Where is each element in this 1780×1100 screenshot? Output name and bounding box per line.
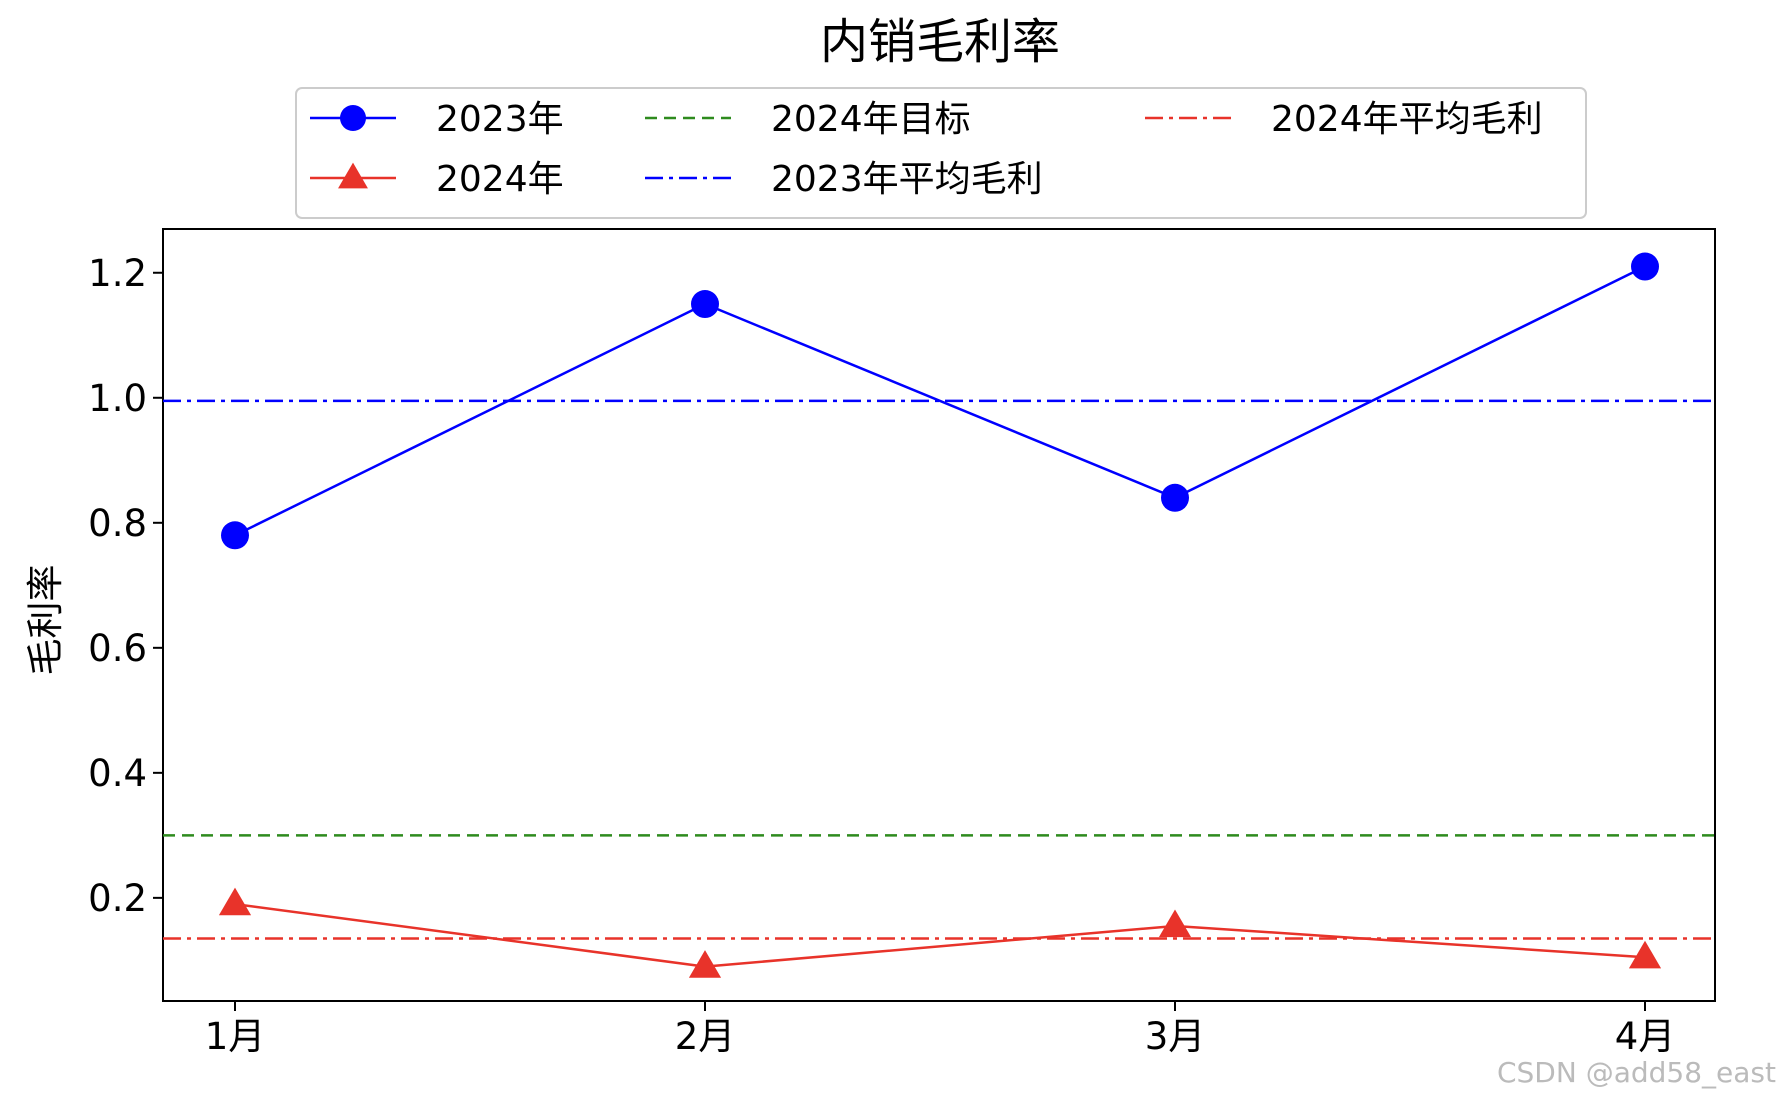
- legend-label: 2024年: [436, 159, 564, 200]
- data-series: [218, 252, 1662, 978]
- series-2023年: [221, 252, 1659, 550]
- legend-label: 2023年平均毛利: [771, 159, 1043, 200]
- y-tick-label: 0.4: [88, 752, 147, 795]
- data-point: [1158, 909, 1192, 938]
- series-line: [234, 265, 1646, 537]
- y-tick-label: 0.2: [88, 877, 147, 920]
- legend-item: 2024年平均毛利: [1145, 99, 1543, 140]
- data-point: [688, 950, 722, 978]
- data-point: [691, 290, 719, 319]
- axes: 1月 2月 3月 4月 0.2 0.4 0.6 0.8 1.0 1.2: [88, 252, 1675, 1058]
- legend-item: 2023年: [310, 99, 564, 140]
- series-line: [234, 902, 1646, 968]
- legend-label: 2024年平均毛利: [1271, 99, 1543, 140]
- legend-label: 2023年: [436, 99, 564, 140]
- legend-item: 2024年: [310, 159, 564, 200]
- series-2024年: [218, 887, 1662, 978]
- y-tick-label: 0.6: [88, 627, 147, 670]
- data-point: [1628, 940, 1662, 969]
- x-tick-label: 4月: [1615, 1015, 1676, 1058]
- data-point: [218, 887, 252, 916]
- legend-box: [295, 87, 1587, 219]
- plot-area: [162, 228, 1716, 1002]
- data-point: [221, 521, 249, 550]
- reference-lines: [163, 399, 1715, 940]
- y-tick-label: 1.2: [88, 252, 147, 295]
- data-point: [1631, 252, 1659, 281]
- legend-marker: [340, 105, 366, 131]
- y-tick-label: 1.0: [88, 377, 147, 420]
- x-tick-label: 1月: [205, 1015, 266, 1058]
- x-tick-label: 2月: [675, 1015, 736, 1058]
- data-point: [1161, 483, 1189, 512]
- legend: 2023年 2024年 2024年目标 2023年平均毛利 2024年平均毛利: [310, 99, 1543, 200]
- x-tick-label: 3月: [1145, 1015, 1206, 1058]
- watermark: CSDN @add58_east: [1497, 1056, 1776, 1089]
- y-axis-label: 毛利率: [24, 565, 67, 676]
- legend-item: 2024年目标: [645, 99, 971, 140]
- legend-item: 2023年平均毛利: [645, 159, 1043, 200]
- y-tick-label: 0.8: [88, 502, 147, 545]
- legend-label: 2024年目标: [771, 99, 971, 140]
- legend-marker: [338, 162, 368, 189]
- chart-title: 内销毛利率: [820, 14, 1060, 70]
